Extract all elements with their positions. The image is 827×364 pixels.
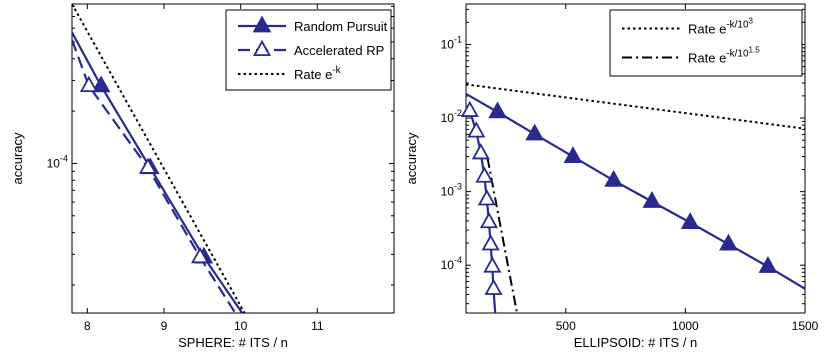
legend: Random Pursuit Accelerated RP Rate e-k bbox=[225, 9, 392, 91]
series-marker-1 bbox=[467, 121, 486, 138]
x-tick-label: 1500 bbox=[792, 319, 819, 333]
ellipsoid-chart: 500 1000 1500 10-1 10-2 10-3 10-4 ELLIPSOID: # … bbox=[404, 3, 819, 350]
plot-area bbox=[466, 83, 805, 313]
series-marker-1 bbox=[479, 211, 498, 229]
series-marker-0 bbox=[719, 233, 738, 251]
series-line-3 bbox=[486, 157, 518, 313]
series-marker-1 bbox=[477, 189, 496, 206]
series-line-1 bbox=[72, 39, 237, 313]
x-tick-label: 8 bbox=[84, 319, 91, 333]
plot-area bbox=[72, 4, 246, 313]
legend-marker bbox=[252, 39, 272, 57]
series-line-2 bbox=[72, 4, 246, 313]
series-line-1 bbox=[468, 110, 497, 313]
legend-box bbox=[609, 9, 803, 77]
x-tick-label: 11 bbox=[311, 319, 324, 333]
series-marker-0 bbox=[604, 169, 623, 187]
series-marker-0 bbox=[642, 191, 662, 208]
series-marker-0 bbox=[488, 101, 507, 119]
series-marker-1 bbox=[460, 100, 479, 117]
legend-label: Rate e-k/101.5 bbox=[688, 46, 760, 66]
plot-frame bbox=[71, 3, 395, 314]
series-marker-1 bbox=[481, 234, 500, 251]
series-marker-1 bbox=[483, 256, 502, 273]
y-tick-label: 10-2 bbox=[441, 108, 462, 125]
series-marker-1 bbox=[79, 75, 98, 92]
series-marker-0 bbox=[91, 75, 111, 93]
x-tick-label: 9 bbox=[161, 319, 168, 333]
series-marker-1 bbox=[475, 166, 494, 183]
series-marker-0 bbox=[758, 256, 778, 273]
legend-label: Accelerated RP bbox=[294, 43, 384, 58]
series-marker-0 bbox=[525, 123, 545, 141]
x-tick-label: 10 bbox=[234, 319, 248, 333]
series-marker-0 bbox=[563, 146, 583, 163]
legend-label: Random Pursuit bbox=[294, 19, 388, 34]
y-tick-label: 10-3 bbox=[441, 182, 462, 199]
series-marker-0 bbox=[680, 212, 700, 229]
y-axis-label: accuracy bbox=[404, 132, 419, 185]
series-line-2 bbox=[466, 83, 805, 130]
x-tick-label: 500 bbox=[556, 319, 576, 333]
sphere-chart: 8 9 10 11 10-4 SPHERE: # ITS / n accuracy Rando… bbox=[10, 3, 395, 350]
y-tick-label: 10-4 bbox=[441, 255, 462, 272]
y-tick-label: 10-1 bbox=[441, 34, 462, 51]
series-marker-1 bbox=[484, 278, 503, 295]
legend: Rate e-k/103 Rate e-k/101.5 bbox=[609, 9, 803, 77]
series-marker-1 bbox=[191, 246, 210, 264]
y-tick-label: 10-4 bbox=[47, 153, 68, 170]
series-marker-1 bbox=[138, 157, 157, 174]
y-axis-label: accuracy bbox=[10, 132, 25, 185]
x-axis-label: ELLIPSOID: # ITS / n bbox=[574, 335, 698, 350]
x-axis-label: SPHERE: # ITS / n bbox=[178, 335, 288, 350]
series-line-0 bbox=[466, 92, 805, 290]
plot-frame bbox=[465, 3, 806, 314]
series-marker-1 bbox=[471, 143, 490, 160]
legend-box bbox=[225, 9, 392, 91]
legend-label: Rate e-k bbox=[294, 65, 342, 82]
legend-label: Rate e-k/103 bbox=[688, 17, 754, 37]
legend-marker bbox=[252, 15, 272, 33]
x-tick-label: 1000 bbox=[672, 319, 699, 333]
